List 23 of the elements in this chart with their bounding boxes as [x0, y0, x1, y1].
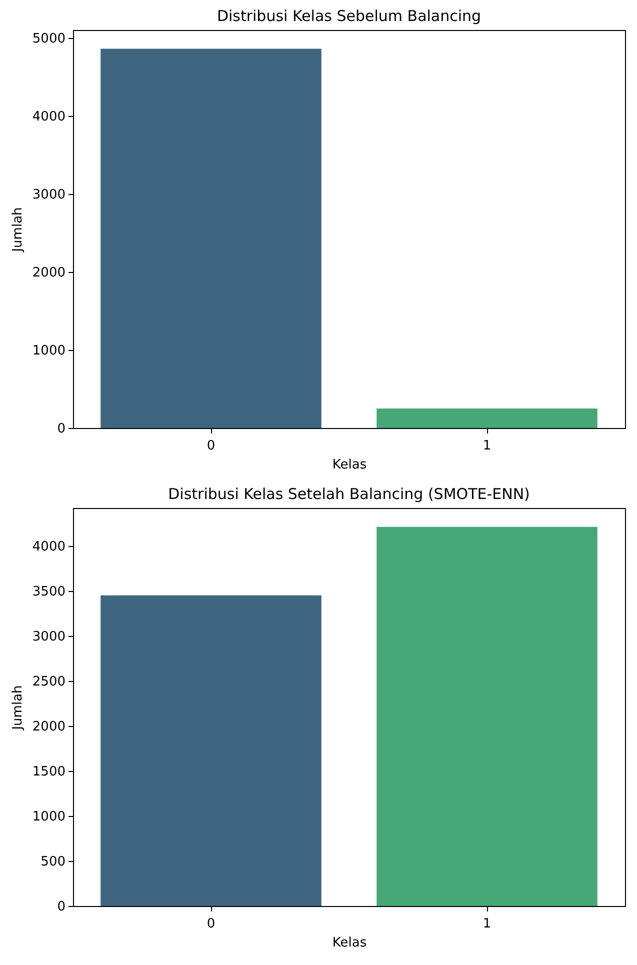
- y-tick-label: 2000: [32, 265, 66, 280]
- x-axis-title: Kelas: [332, 458, 367, 472]
- y-tick-label: 4000: [32, 539, 66, 554]
- y-tick-label: 0: [57, 900, 66, 914]
- y-tick-label: 1000: [32, 809, 66, 824]
- y-tick-label: 4000: [32, 109, 66, 124]
- y-tick-label: 1500: [32, 764, 66, 780]
- y-tick-label: 2500: [32, 674, 66, 690]
- y-axis-title: Jumlah: [10, 207, 26, 253]
- y-tick-label: 2000: [32, 719, 66, 734]
- y-tick-label: 0: [57, 422, 66, 436]
- chart-title: Distribusi Kelas Sebelum Balancing: [216, 7, 482, 25]
- y-tick-label: 3000: [32, 187, 66, 202]
- y-axis-title: Jumlah: [10, 685, 26, 731]
- y-tick-label: 500: [40, 854, 66, 870]
- y-tick-label: 3000: [32, 629, 66, 644]
- x-axis-title: Kelas: [332, 936, 367, 950]
- y-tick-label: 1000: [32, 343, 66, 358]
- x-tick-label: 1: [482, 438, 492, 454]
- y-tick-label: 5000: [32, 31, 66, 46]
- y-tick-label: 3500: [32, 584, 66, 600]
- x-tick-label: 1: [482, 916, 492, 932]
- chart-title: Distribusi Kelas Setelah Balancing (SMOTE-ENN): [168, 485, 530, 503]
